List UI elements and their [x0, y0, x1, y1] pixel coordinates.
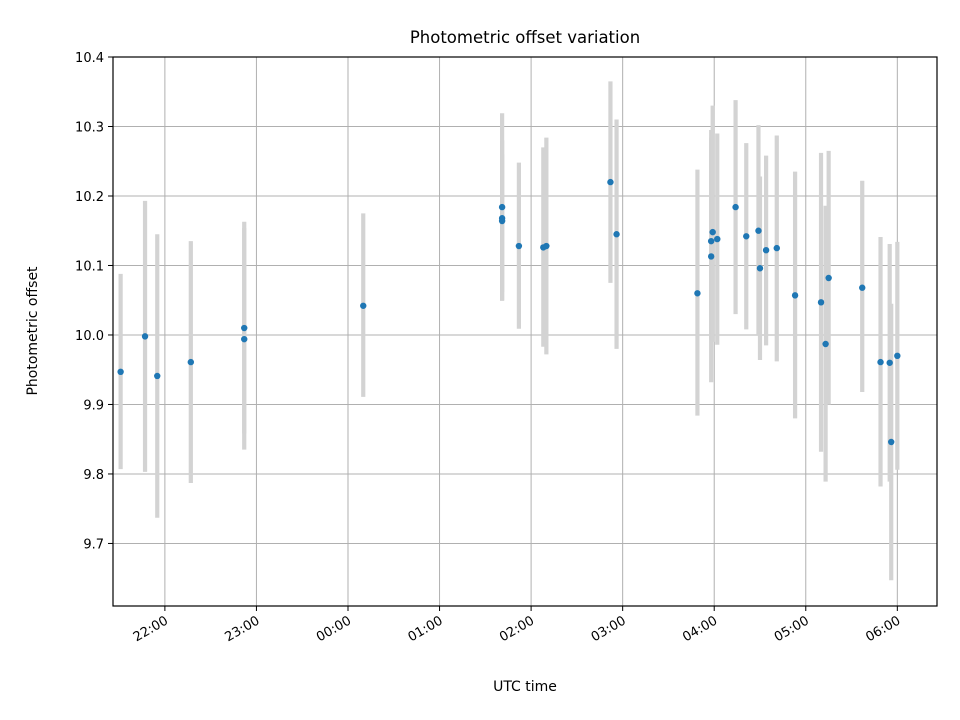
y-tick-label: 9.9 [83, 398, 104, 413]
data-point [886, 359, 893, 366]
data-point [888, 438, 895, 446]
data-point [694, 290, 701, 297]
y-tick-label: 10.1 [75, 259, 104, 274]
data-point [607, 178, 614, 186]
data-point [762, 246, 770, 254]
data-point [825, 274, 832, 282]
data-point [241, 324, 248, 332]
data-point [141, 333, 149, 340]
y-tick-label: 10.0 [75, 329, 104, 344]
data-point [613, 231, 620, 238]
y-tick-label: 10.3 [75, 120, 104, 135]
data-point [515, 242, 523, 250]
data-point [756, 265, 764, 272]
data-point [714, 235, 721, 243]
data-point [707, 253, 715, 260]
y-tick-label: 10.4 [75, 51, 104, 66]
data-point [360, 302, 367, 309]
data-point [154, 372, 161, 380]
x-axis-title: UTC time [493, 679, 557, 695]
data-point [117, 368, 124, 376]
data-point [498, 217, 506, 225]
data-point [709, 228, 716, 236]
data-point [755, 227, 762, 234]
data-point [859, 284, 866, 291]
plot-frame [112, 56, 938, 607]
data-point [241, 335, 248, 343]
data-point [817, 299, 825, 306]
y-axis: 9.7 9.8 9.9 10.0 10.1 10.2 10.3 10.4 [75, 51, 113, 552]
data-point [743, 233, 750, 240]
data-point [707, 237, 715, 245]
data-point [894, 352, 901, 360]
y-tick-label: 10.2 [75, 190, 104, 205]
data-point [543, 242, 550, 250]
data-point [498, 203, 506, 211]
data-point [822, 340, 829, 348]
chart-title: Photometric offset variation [410, 28, 640, 47]
data-point [187, 358, 195, 366]
y-axis-title: Photometric offset [25, 266, 41, 396]
y-tick-label: 9.7 [83, 537, 104, 552]
data-point [791, 292, 799, 299]
data-points [117, 178, 901, 446]
data-point [773, 244, 780, 252]
data-point [877, 358, 884, 366]
data-point [732, 203, 739, 211]
y-tick-label: 9.8 [83, 468, 104, 483]
